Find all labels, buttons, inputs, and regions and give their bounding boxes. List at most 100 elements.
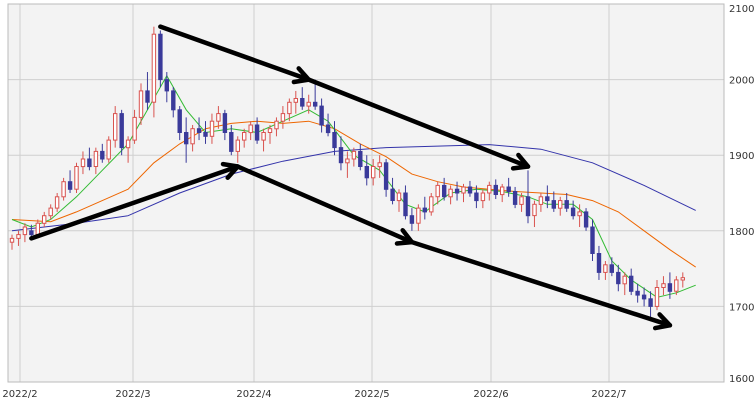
- candle-up: [680, 277, 685, 281]
- x-tick-label: 2022/2: [2, 389, 37, 400]
- candle-up: [429, 196, 434, 213]
- candle-down: [596, 253, 602, 273]
- candle-down: [609, 264, 614, 273]
- x-tick-label: 2022/5: [354, 389, 389, 400]
- candle-up: [661, 283, 666, 289]
- candle-down: [29, 230, 34, 236]
- candle-up: [345, 158, 350, 164]
- candle-up: [151, 33, 157, 103]
- trend-arrow-shaft: [158, 24, 311, 82]
- candle-down: [422, 207, 428, 213]
- candle-down: [177, 109, 182, 134]
- candle-down: [667, 283, 673, 292]
- candle-down: [564, 200, 569, 209]
- candle-up: [48, 207, 53, 217]
- candle-down: [551, 200, 556, 209]
- candle-down: [403, 192, 408, 217]
- candle-down: [583, 211, 589, 228]
- candle-down: [100, 150, 105, 160]
- candle-up: [280, 113, 286, 122]
- candle-up: [248, 124, 253, 134]
- y-tick-label: 2100: [729, 4, 754, 15]
- candle-down: [641, 294, 647, 300]
- candle-up: [435, 184, 440, 198]
- trend-arrow-head: [652, 312, 673, 331]
- candle-down: [313, 101, 318, 107]
- candle-up: [242, 132, 247, 141]
- candle-down: [442, 184, 447, 198]
- candle-down: [506, 186, 511, 192]
- candle-up: [16, 234, 21, 239]
- candle-down: [229, 132, 234, 152]
- candle-down: [222, 113, 228, 133]
- y-tick-label: 1900: [729, 151, 754, 162]
- candle-down: [629, 275, 634, 292]
- candle-down: [164, 79, 170, 92]
- candle-down: [332, 132, 337, 149]
- candle-up: [61, 181, 66, 198]
- candle-up: [603, 264, 608, 273]
- candle-up: [35, 222, 40, 235]
- candle-down: [171, 90, 176, 111]
- candle-up: [396, 192, 402, 202]
- candle-up: [274, 120, 279, 130]
- candle-down: [300, 98, 305, 107]
- candle-down: [203, 132, 208, 137]
- candle-down: [67, 181, 73, 190]
- y-tick-label: 1700: [729, 302, 754, 313]
- candle-down: [467, 186, 473, 194]
- candle-up: [377, 162, 382, 168]
- candle-up: [293, 98, 299, 103]
- candle-down: [635, 290, 640, 296]
- x-tick-label: 2022/7: [591, 389, 626, 400]
- x-tick-label: 2022/3: [115, 389, 150, 400]
- y-tick-label: 1800: [729, 227, 754, 238]
- candle-up: [190, 128, 195, 145]
- candle-down: [570, 207, 576, 217]
- grid-lines: [7, 3, 725, 383]
- candle-up: [371, 166, 376, 179]
- candle-up: [500, 186, 505, 196]
- candle-down: [525, 196, 531, 217]
- candle-down: [512, 191, 518, 205]
- candle-up: [577, 211, 582, 217]
- candle-up: [538, 196, 544, 205]
- candle-up: [209, 120, 215, 137]
- candle-down: [364, 166, 370, 179]
- candle-up: [106, 139, 111, 160]
- candle-up: [267, 128, 273, 133]
- candle-up: [480, 192, 486, 202]
- x-tick-label: 2022/6: [473, 389, 508, 400]
- candle-up: [287, 101, 292, 115]
- candle-down: [358, 150, 363, 167]
- candle-up: [558, 200, 563, 209]
- candle-down: [338, 147, 344, 164]
- plot-border: [7, 3, 725, 383]
- trend-arrow-shaft: [306, 77, 531, 169]
- candle-up: [22, 226, 28, 236]
- candle-down: [409, 215, 415, 224]
- candle-down: [119, 113, 124, 149]
- candle-up: [416, 207, 421, 224]
- y-axis-labels: 2100 2000 1900 1800 1700 1600: [729, 4, 754, 385]
- candle-up: [448, 188, 453, 198]
- x-axis-labels: 2022/2 2022/3 2022/4 2022/5 2022/6 2022/7: [2, 389, 626, 400]
- candle-up: [54, 196, 60, 209]
- candle-down: [616, 271, 621, 285]
- y-tick-label: 2000: [729, 76, 754, 87]
- candle-down: [87, 158, 92, 168]
- candle-down: [319, 105, 324, 126]
- candle-down: [390, 188, 395, 201]
- candle-up: [519, 196, 524, 205]
- y-tick-label: 1600: [729, 374, 754, 385]
- candle-down: [325, 124, 331, 134]
- candle-up: [532, 203, 537, 217]
- trend-arrow-shaft: [409, 239, 673, 328]
- candle-down: [454, 188, 460, 194]
- candle-up: [80, 158, 86, 168]
- candle-up: [216, 113, 221, 122]
- plot-background: [8, 4, 724, 382]
- candle-down: [145, 90, 150, 103]
- candle-down: [474, 192, 479, 202]
